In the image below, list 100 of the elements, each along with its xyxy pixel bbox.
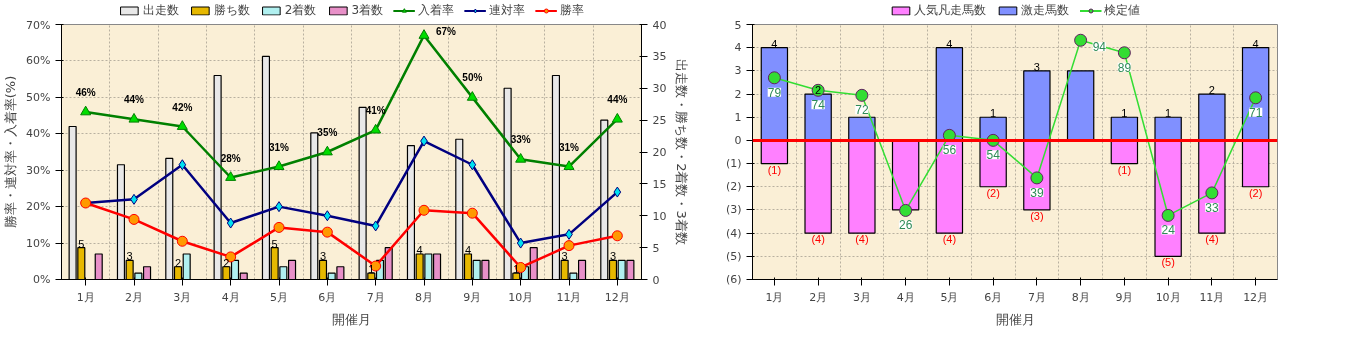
x-tick-label: 9月 bbox=[463, 290, 482, 304]
data-label: 4 bbox=[464, 244, 472, 256]
y2-tick-label: 35 bbox=[652, 50, 667, 64]
point bbox=[128, 112, 140, 123]
point bbox=[1117, 46, 1131, 60]
data-label: 31% bbox=[558, 141, 580, 153]
point bbox=[176, 120, 188, 130]
point bbox=[516, 237, 525, 249]
legend-label: 2着数 bbox=[284, 1, 317, 19]
y-tick-label: 2 bbox=[734, 87, 742, 101]
x-tick-label: 1月 bbox=[76, 290, 95, 304]
y-tick-label: 50% bbox=[26, 90, 51, 104]
data-label: 3 bbox=[1033, 60, 1040, 73]
data-label: 39 bbox=[1030, 185, 1044, 200]
x-axis-title: 開催月 bbox=[995, 311, 1035, 327]
point bbox=[767, 71, 781, 85]
legend-label: 検定値 bbox=[1104, 1, 1140, 19]
x-tick-label: 6月 bbox=[984, 290, 1003, 304]
legend-label: 連対率 bbox=[489, 1, 526, 19]
bar bbox=[848, 139, 876, 234]
data-label: 54 bbox=[986, 148, 1001, 163]
data-label: 33 bbox=[1205, 200, 1219, 215]
data-label: 2 bbox=[174, 256, 182, 269]
x-tick-label: 8月 bbox=[1071, 290, 1090, 304]
y2-tick-label: 25 bbox=[652, 114, 667, 128]
bar bbox=[1023, 70, 1051, 142]
data-label: 4 bbox=[416, 244, 423, 256]
data-label: 42% bbox=[172, 101, 193, 113]
point bbox=[1161, 208, 1175, 222]
point bbox=[80, 105, 92, 116]
data-label: 72 bbox=[855, 103, 869, 118]
data-label: 24 bbox=[1161, 223, 1176, 238]
point bbox=[178, 159, 187, 171]
y2-tick-label: 40 bbox=[652, 18, 667, 32]
data-label: 35% bbox=[317, 127, 338, 138]
data-label: 67% bbox=[436, 26, 457, 38]
data-label: 44% bbox=[123, 94, 145, 106]
point bbox=[611, 230, 623, 242]
y-tick-label: (4) bbox=[725, 226, 742, 240]
y2-tick-label: 5 bbox=[652, 241, 660, 255]
x-tick-label: 10月 bbox=[1155, 290, 1181, 304]
data-label: 2 bbox=[223, 256, 230, 269]
x-tick-label: 6月 bbox=[318, 290, 337, 304]
point bbox=[370, 123, 382, 134]
data-label: 74 bbox=[811, 98, 826, 113]
data-label: 3 bbox=[561, 250, 568, 263]
x-tick-label: 10月 bbox=[508, 290, 534, 304]
y-tick-label: 10% bbox=[26, 236, 51, 250]
y-tick-label: 4 bbox=[734, 41, 742, 55]
data-label: (4) bbox=[855, 233, 869, 246]
y-axis-title: 勝率・連対率・入着率(%) bbox=[3, 75, 19, 229]
legend-label: 人気凡走馬数 bbox=[914, 1, 986, 19]
data-label: 71 bbox=[1248, 105, 1263, 120]
y-tick-label: 0 bbox=[734, 133, 742, 147]
data-label: (2) bbox=[1248, 186, 1263, 199]
x-axis-title: 開催月 bbox=[332, 311, 371, 327]
point bbox=[563, 240, 575, 252]
point bbox=[466, 91, 478, 101]
bar bbox=[804, 139, 832, 234]
point bbox=[176, 235, 188, 247]
x-tick-label: 3月 bbox=[852, 290, 871, 304]
x-tick-label: 4月 bbox=[221, 290, 240, 304]
x-tick-label: 5月 bbox=[270, 290, 288, 304]
y2-axis-title: 出走数・勝ち数・2着数・3着数 bbox=[674, 59, 690, 245]
point bbox=[899, 203, 913, 217]
legend-label: 勝率 bbox=[560, 1, 585, 19]
legend-label: 入着率 bbox=[418, 1, 455, 19]
data-label: 44% bbox=[607, 94, 628, 106]
data-label: (5) bbox=[1161, 256, 1175, 269]
point bbox=[225, 171, 237, 181]
y-tick-label: (5) bbox=[725, 249, 742, 263]
point bbox=[1074, 33, 1088, 47]
data-label: 1 bbox=[1121, 107, 1128, 120]
x-tick-label: 4月 bbox=[896, 290, 915, 304]
point bbox=[323, 210, 332, 222]
x-tick-label: 7月 bbox=[1027, 290, 1046, 304]
x-tick-label: 5月 bbox=[940, 290, 959, 304]
bar bbox=[935, 139, 964, 234]
x-tick-label: 2月 bbox=[809, 290, 828, 304]
data-label: 56 bbox=[942, 143, 957, 158]
point bbox=[321, 226, 333, 238]
point bbox=[515, 153, 527, 163]
y2-tick-label: 20 bbox=[652, 146, 667, 159]
y-tick-label: 40% bbox=[26, 127, 51, 141]
data-label: 46% bbox=[75, 86, 96, 98]
data-label: (1) bbox=[1117, 163, 1132, 176]
data-label: 1 bbox=[990, 107, 997, 120]
data-label: 89 bbox=[1117, 60, 1132, 75]
data-label: (1) bbox=[767, 163, 782, 176]
data-label: 3 bbox=[609, 250, 617, 263]
x-tick-label: 8月 bbox=[415, 290, 433, 304]
y-tick-label: 1 bbox=[734, 110, 742, 124]
point bbox=[855, 88, 869, 102]
x-tick-label: 1月 bbox=[765, 290, 784, 304]
point bbox=[1030, 171, 1044, 185]
data-label: (3) bbox=[1030, 209, 1044, 222]
point bbox=[321, 145, 333, 156]
x-tick-label: 3月 bbox=[173, 290, 192, 304]
data-label: 26 bbox=[898, 218, 913, 233]
point bbox=[128, 213, 140, 225]
